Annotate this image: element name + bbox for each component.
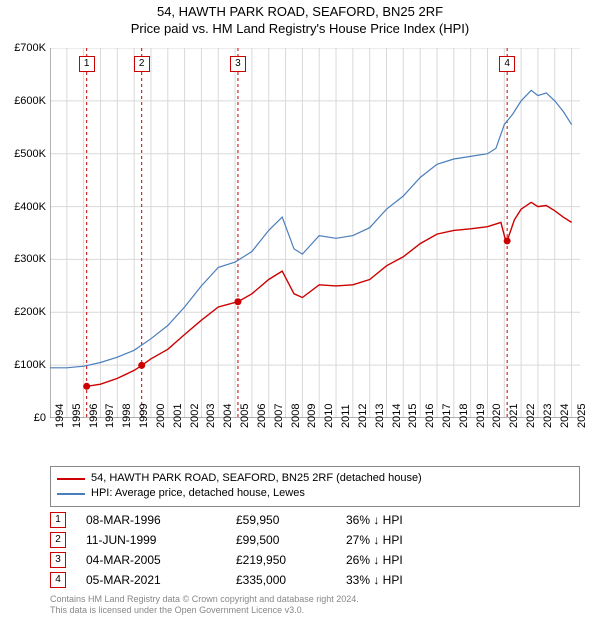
- x-axis-label: 2018: [458, 404, 470, 428]
- transaction-delta: 27% ↓ HPI: [346, 533, 446, 547]
- x-axis-label: 2000: [155, 404, 167, 428]
- transaction-marker-box: 2: [134, 56, 150, 72]
- transaction-row: 4 05-MAR-2021£335,00033% ↓ HPI: [50, 570, 580, 590]
- transaction-delta: 33% ↓ HPI: [346, 573, 446, 587]
- y-axis-label: £300K: [2, 253, 46, 265]
- x-axis-label: 1998: [121, 404, 133, 428]
- x-axis-label: 2011: [340, 404, 352, 428]
- x-axis-label: 2014: [391, 404, 403, 428]
- x-axis-label: 1997: [104, 404, 116, 428]
- x-axis-label: 1996: [88, 404, 100, 428]
- transaction-price: £99,500: [236, 533, 346, 547]
- transaction-row: 1 08-MAR-1996£59,95036% ↓ HPI: [50, 510, 580, 530]
- transaction-table: 1 08-MAR-1996£59,95036% ↓ HPI 2 11-JUN-1999…: [50, 510, 580, 590]
- x-axis-label: 1994: [54, 404, 66, 428]
- legend-label: HPI: Average price, detached house, Lewe…: [91, 486, 305, 501]
- x-axis-label: 2004: [222, 404, 234, 428]
- footer-attribution: Contains HM Land Registry data © Crown c…: [50, 594, 359, 616]
- transaction-date: 04-MAR-2005: [86, 553, 236, 567]
- transaction-row: 2 11-JUN-1999£99,50027% ↓ HPI: [50, 530, 580, 550]
- x-axis-label: 2024: [559, 404, 571, 428]
- chart-svg: [50, 48, 580, 418]
- legend-label: 54, HAWTH PARK ROAD, SEAFORD, BN25 2RF (…: [91, 471, 422, 486]
- legend-row: HPI: Average price, detached house, Lewe…: [57, 486, 573, 501]
- x-axis-label: 2021: [508, 404, 520, 428]
- y-axis-label: £600K: [2, 95, 46, 107]
- transaction-marker-box: 3: [230, 56, 246, 72]
- transaction-price: £335,000: [236, 573, 346, 587]
- x-axis-label: 2007: [273, 404, 285, 428]
- x-axis-label: 2008: [290, 404, 302, 428]
- footer-line2: This data is licensed under the Open Gov…: [50, 605, 359, 616]
- transaction-price: £219,950: [236, 553, 346, 567]
- y-axis-label: £700K: [2, 42, 46, 54]
- y-axis-label: £200K: [2, 306, 46, 318]
- chart-plot-area: [50, 48, 580, 418]
- x-axis-label: 2015: [407, 404, 419, 428]
- legend-swatch: [57, 493, 85, 495]
- footer-line1: Contains HM Land Registry data © Crown c…: [50, 594, 359, 605]
- transaction-delta: 36% ↓ HPI: [346, 513, 446, 527]
- transaction-delta: 26% ↓ HPI: [346, 553, 446, 567]
- x-axis-label: 2023: [542, 404, 554, 428]
- x-axis-label: 2020: [491, 404, 503, 428]
- x-axis-label: 1995: [71, 404, 83, 428]
- transaction-marker-box: 4: [499, 56, 515, 72]
- transaction-price: £59,950: [236, 513, 346, 527]
- x-axis-label: 2003: [205, 404, 217, 428]
- y-axis-label: £0: [2, 412, 46, 424]
- transaction-marker-box: 1: [79, 56, 95, 72]
- x-axis-label: 2001: [172, 404, 184, 428]
- y-axis-label: £100K: [2, 359, 46, 371]
- y-axis-label: £500K: [2, 148, 46, 160]
- x-axis-label: 2010: [323, 404, 335, 428]
- legend-box: 54, HAWTH PARK ROAD, SEAFORD, BN25 2RF (…: [50, 466, 580, 507]
- x-axis-label: 2012: [357, 404, 369, 428]
- x-axis-label: 2022: [525, 404, 537, 428]
- transaction-marker-cell: 2: [50, 532, 66, 548]
- transaction-date: 11-JUN-1999: [86, 533, 236, 547]
- x-axis-label: 2019: [475, 404, 487, 428]
- transaction-row: 3 04-MAR-2005£219,95026% ↓ HPI: [50, 550, 580, 570]
- chart-title-line2: Price paid vs. HM Land Registry's House …: [0, 21, 600, 38]
- legend-row: 54, HAWTH PARK ROAD, SEAFORD, BN25 2RF (…: [57, 471, 573, 486]
- x-axis-label: 1999: [138, 404, 150, 428]
- transaction-marker-cell: 1: [50, 512, 66, 528]
- x-axis-label: 2002: [189, 404, 201, 428]
- chart-title-line1: 54, HAWTH PARK ROAD, SEAFORD, BN25 2RF: [0, 4, 600, 21]
- x-axis-label: 2005: [239, 404, 251, 428]
- x-axis-label: 2009: [306, 404, 318, 428]
- x-axis-label: 2016: [424, 404, 436, 428]
- transaction-marker-cell: 4: [50, 572, 66, 588]
- x-axis-label: 2017: [441, 404, 453, 428]
- legend-swatch: [57, 478, 85, 480]
- transaction-marker-cell: 3: [50, 552, 66, 568]
- x-axis-label: 2025: [576, 404, 588, 428]
- y-axis-label: £400K: [2, 201, 46, 213]
- x-axis-label: 2006: [256, 404, 268, 428]
- x-axis-label: 2013: [374, 404, 386, 428]
- transaction-date: 08-MAR-1996: [86, 513, 236, 527]
- transaction-date: 05-MAR-2021: [86, 573, 236, 587]
